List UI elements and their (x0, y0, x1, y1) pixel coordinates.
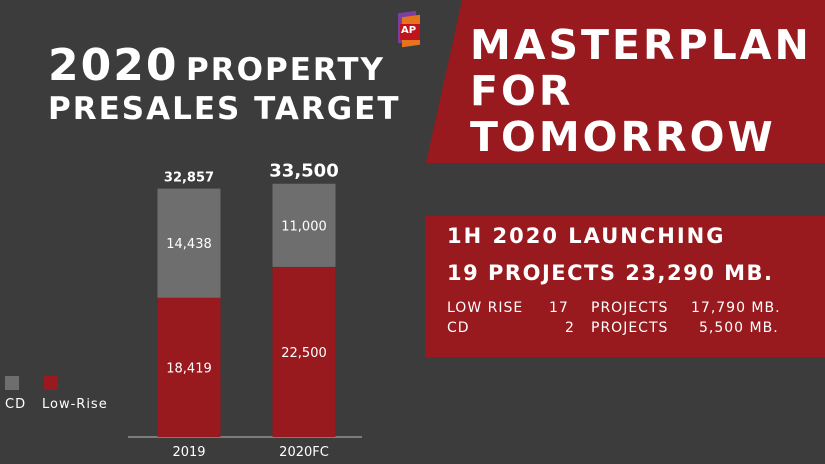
row-unit: PROJECTS (591, 320, 669, 336)
legend-swatch-cd (5, 376, 19, 390)
x-tick-label-2019: 2019 (172, 445, 205, 460)
row-count: 17 (549, 300, 569, 316)
row-label: LOW RISE (447, 300, 524, 316)
ap-logo: AP (398, 10, 422, 48)
total-label-2020fc: 33,500 (269, 161, 338, 182)
title-year: 2020 (48, 40, 179, 91)
banner-line-1: MASTERPLAN (470, 21, 812, 69)
row-count: 2 (565, 320, 575, 336)
bar-cd-2019 (157, 188, 221, 298)
launching-panel: 1H 2020 LAUNCHING 19 PROJECTS 23,290 MB.… (425, 216, 825, 357)
banner-line-3: TOMORROW (470, 113, 776, 161)
row-unit: PROJECTS (591, 300, 669, 316)
data-label-cd-2019: 14,438 (166, 237, 212, 252)
launching-summary: 19 PROJECTS 23,290 MB. (447, 261, 774, 285)
row-value: 17,790 MB. (691, 300, 781, 316)
x-tick-label-2020fc: 2020FC (279, 445, 329, 460)
data-label-cd-2020fc: 11,000 (281, 219, 327, 234)
data-label-low-rise-2020fc: 22,500 (281, 346, 327, 361)
banner-title: MASTERPLAN FOR TOMORROW (470, 22, 812, 160)
banner-line-2: FOR (470, 67, 574, 115)
data-label-low-rise-2019: 18,419 (166, 361, 212, 376)
launching-heading: 1H 2020 LAUNCHING (447, 224, 726, 248)
bar-low-rise-2020fc (272, 266, 336, 437)
chart-title: 2020 PROPERTY PRESALES TARGET (48, 40, 401, 128)
bar-cd-2020fc (272, 183, 336, 267)
title-word: PROPERTY (186, 52, 385, 88)
legend-label-cd: CD (5, 397, 27, 412)
logo-text: AP (401, 25, 417, 36)
row-label: CD (447, 320, 470, 336)
total-label-2019: 32,857 (164, 171, 214, 186)
title-line2: PRESALES TARGET (48, 91, 401, 128)
row-value: 5,500 MB. (699, 320, 779, 336)
bar-low-rise-2019 (157, 297, 221, 437)
legend-label-low-rise: Low-Rise (42, 397, 108, 412)
legend-swatch-low-rise (44, 376, 58, 390)
